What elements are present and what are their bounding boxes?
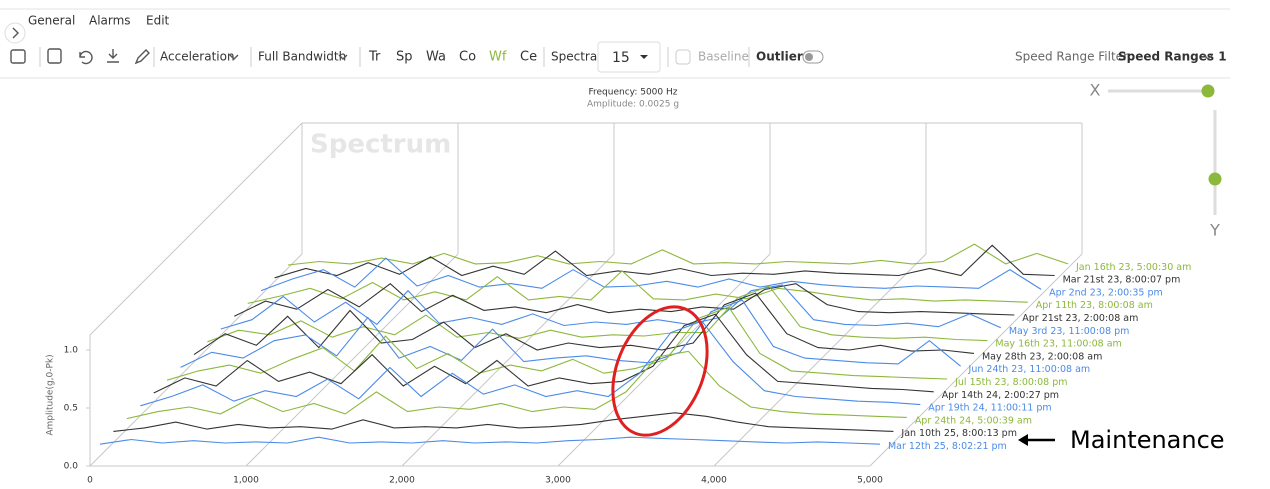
chevron-icon [12,27,19,39]
speed-filter-dropdown[interactable]: Speed Ranges 1 [1118,50,1227,64]
edit-icon[interactable] [134,49,150,65]
x-slider-knob[interactable] [1201,84,1215,98]
x-tick-label: 4,000 [701,476,727,486]
floor-grid-line [713,253,927,467]
spectrum-trace [207,285,988,343]
trace-label: Jan 10th 25, 8:00:13 pm [900,428,1017,439]
trace-label: Jun 24th 23, 11:00:08 am [968,364,1091,375]
annotation: Maintenance [1070,426,1225,454]
spectrum-trace [180,299,961,368]
y-tick-label: 0.0 [64,462,79,472]
y-slider-label: Y [1209,221,1220,240]
caret-icon [640,55,648,59]
spectrum-trace [287,243,1069,266]
x-tick-label: 3,000 [545,476,571,486]
trace-label: Apr 19th 24, 11:00:11 pm [928,403,1051,414]
spectrum-trace [99,436,881,445]
chart-header: Frequency: 5000 Hz [589,88,678,98]
trace-label: May 3rd 23, 11:00:08 pm [1009,326,1130,337]
add-icon[interactable] [47,48,62,64]
spectra-label: Spectra [551,50,597,64]
menu-item[interactable]: General [28,14,75,28]
spectrum-trace [193,292,975,356]
y-slider-knob[interactable] [1208,172,1222,186]
chevron-icon [229,54,239,60]
tabs: Tr Sp Wa Co Wf Ce [368,50,537,65]
download-icon[interactable] [107,49,119,63]
spectrum-trace [113,412,894,432]
view-tab[interactable]: Ce [520,50,537,65]
bandwidth-dropdown[interactable]: Full Bandwidth [258,50,346,64]
y-axis-title: Amplitude(g,0-Pk) [46,354,56,435]
x-tick-label: 2,000 [389,476,415,486]
trace-label: Apr 2nd 23, 2:00:35 pm [1049,287,1163,298]
trace-label: Apr 21st 23, 2:00:08 am [1022,313,1138,324]
spectrum-trace [126,350,907,420]
view-tab[interactable]: Wa [426,50,446,65]
x-slider-label: X [1090,81,1101,100]
trace-label: Apr 14th 24, 2:00:27 pm [942,390,1059,401]
spectrum-trace [274,244,1055,279]
trace-label: May 16th 23, 11:00:08 am [995,339,1121,350]
menu-item[interactable]: Edit [146,14,170,28]
spectra-select[interactable] [597,41,661,73]
speed-filter-label: Speed Range Filter: [1015,50,1132,64]
trace-label: Apr 11th 23, 8:00:08 am [1036,300,1153,311]
view-tab[interactable]: Tr [368,50,381,65]
highlight-ellipse [611,305,709,437]
floor-grid-line [245,253,459,467]
menu-item[interactable]: Alarms [89,14,131,28]
y-tick-label: 0.5 [64,404,78,414]
chart-watermark: Spectrum [310,130,451,160]
spectrum-trace [234,282,1015,317]
trace-label: Mar 21st 23, 8:00:07 pm [1063,275,1181,286]
trace-label: May 28th 23, 2:00:08 am [982,351,1102,362]
y-tick-label: 1.0 [64,346,79,356]
floor-grid-line [401,253,615,467]
floor-grid-line [869,253,1083,467]
view-tab[interactable]: Wf [489,50,507,65]
outliers-label: Outliers [756,50,810,64]
spectrum-trace [247,270,1028,304]
view-tab[interactable]: Sp [396,50,413,65]
measure-dropdown[interactable]: Acceleration [160,50,235,64]
x-tick-label: 1,000 [233,476,259,486]
baseline-checkbox[interactable] [675,49,691,65]
panel-icon[interactable] [10,49,26,64]
trace-label: Apr 24th 24, 5:00:39 am [915,415,1032,426]
x-tick-label: 5,000 [857,476,883,486]
spectra-count: 15 [612,50,630,66]
refresh-icon[interactable] [79,50,93,65]
spectrum-trace [166,306,948,381]
trace-label: Mar 12th 25, 8:02:21 pm [888,441,1007,452]
toggle-knob [805,53,813,61]
view-tab[interactable]: Co [459,50,476,65]
trace-label: Jul 15th 23, 8:00:08 pm [954,377,1067,388]
x-tick-label: 0 [87,476,93,486]
baseline-label: Baseline [698,50,749,64]
spectrum-trace [260,257,1042,292]
arrow-head [1018,434,1028,446]
chevron-icon [338,54,348,60]
trace-label: Jan 16th 23, 5:00:30 am [1075,262,1191,273]
spectrum-trace [153,313,934,394]
chevron-icon [1203,54,1213,60]
collapse-button[interactable] [4,22,26,44]
waterfall-plot: 0 1,000 2,000 3,000 4,000 5,000 0.0 0.5 1.0 Jan 1… [64,122,1191,486]
spectrum-trace [220,284,1002,330]
wall-edge [89,122,303,336]
chart-header: Amplitude: 0.0025 g [587,100,679,110]
spectrum-trace [140,320,921,407]
